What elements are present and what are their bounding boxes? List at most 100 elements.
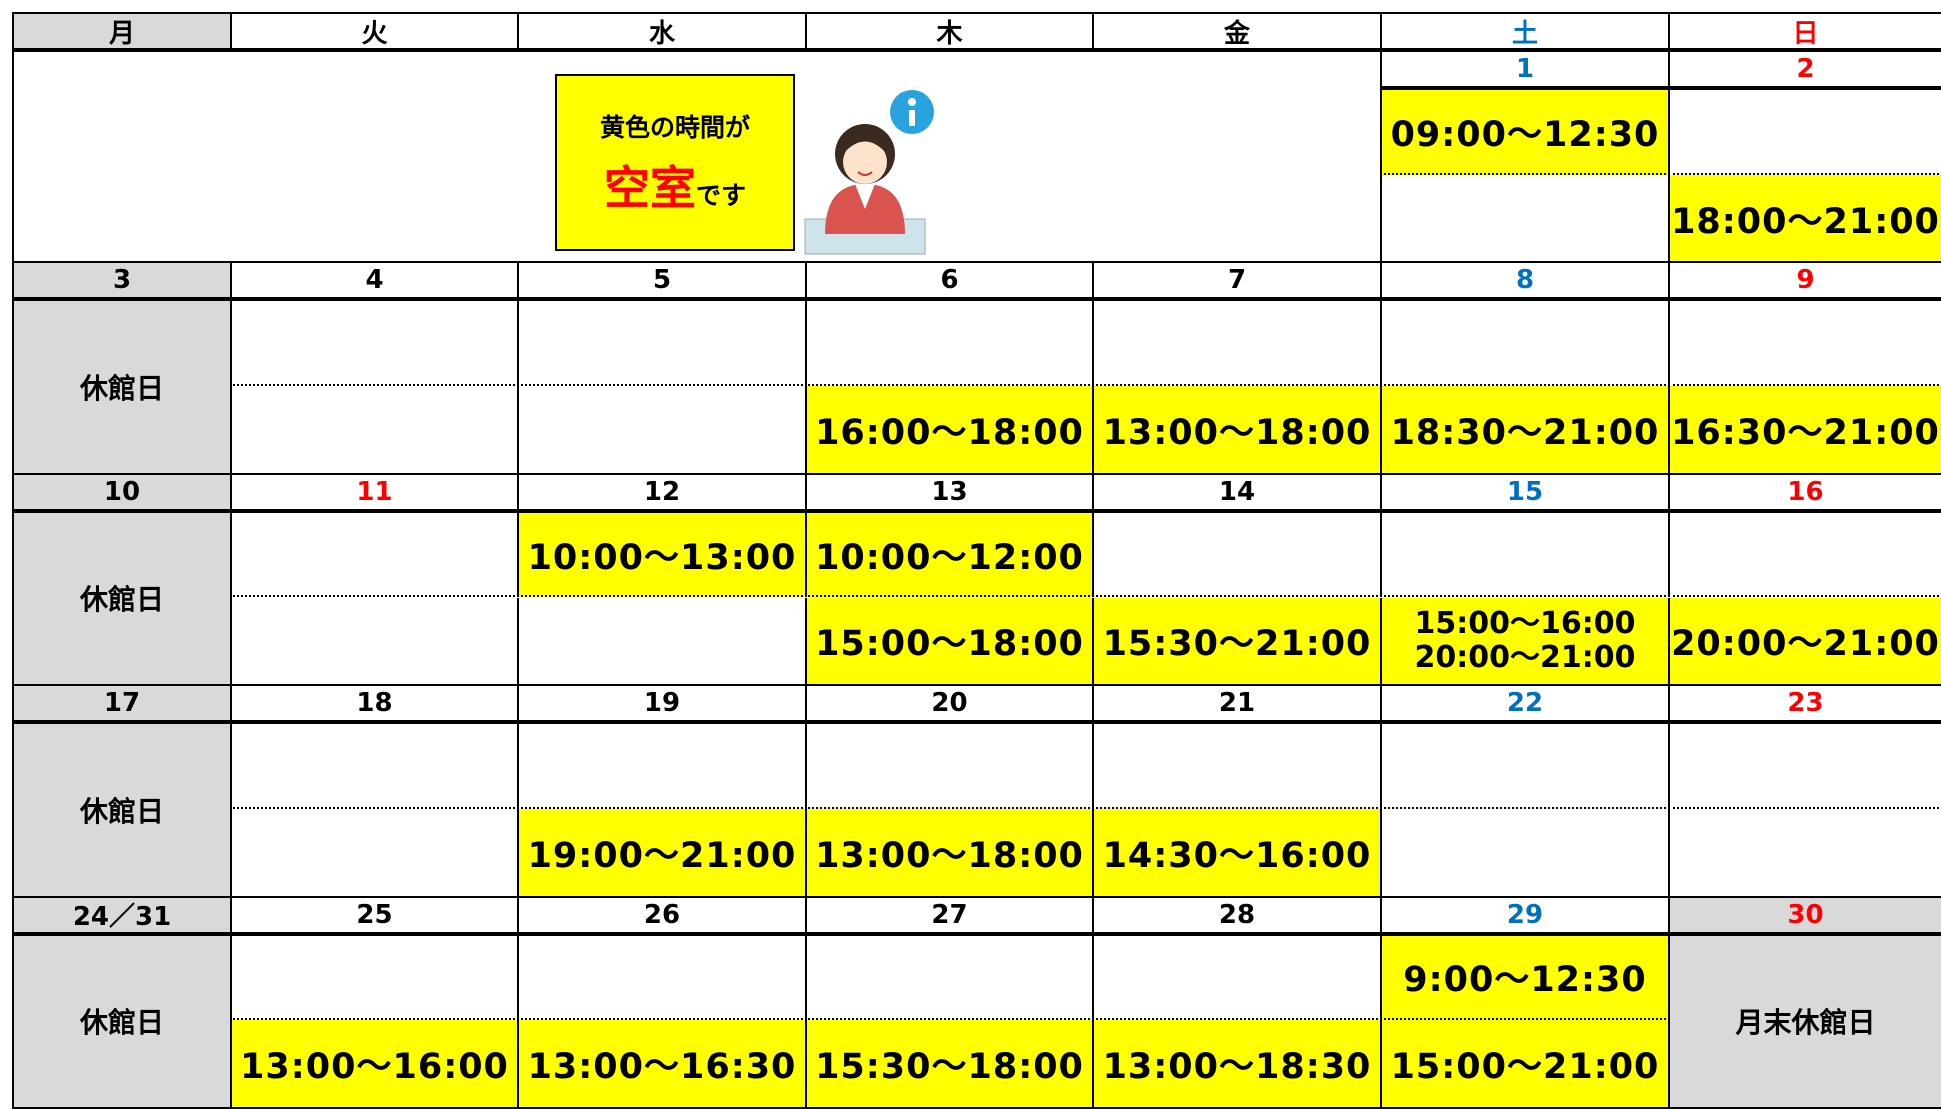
date: 10 [12,472,232,511]
date: 3 [12,261,232,300]
illustration [804,90,934,255]
time-slot: 15:00〜21:00 [1380,1020,1670,1109]
date: 23 [1668,684,1941,723]
time-slot [1092,299,1382,387]
time-line: 20:00〜21:00 [1414,639,1636,675]
date: 18 [230,684,519,723]
notice-suffix: です [695,180,746,210]
time-slot [230,597,519,687]
closed-cell: 月末休館日 [1668,933,1941,1109]
date: 15 [1380,472,1670,511]
date: 19 [517,684,807,723]
time-slot: 09:00〜12:30 [1380,88,1670,175]
time-slot [1380,174,1670,264]
weekday-header: 月 [12,12,232,50]
date: 21 [1092,684,1382,723]
date: 30 [1668,895,1941,934]
weekday-header: 日 [1668,12,1941,50]
date: 24／31 [12,895,232,934]
time-slot: 13:00〜18:00 [1092,386,1382,475]
notice: 黄色の時間が 空室です [555,74,795,251]
time-slot [1668,299,1941,387]
date: 13 [805,472,1094,511]
time-slot [1092,510,1382,598]
time-slot [230,386,519,475]
date: 27 [805,895,1094,934]
date: 1 [1380,50,1670,88]
date: 20 [805,684,1094,723]
date: 2 [1668,50,1941,88]
time-slot [805,299,1094,387]
time-slot [805,933,1094,1021]
time-slot [517,386,807,475]
weekday-header: 火 [230,12,519,50]
time-slot [230,510,519,598]
time-slot: 10:00〜13:00 [517,510,807,598]
weekday-header: 金 [1092,12,1382,50]
date: 9 [1668,261,1941,300]
time-slot [1380,808,1670,898]
time-slot: 13:00〜18:30 [1092,1020,1382,1109]
time-slot [1668,722,1941,809]
time-slot: 15:00〜16:00 20:00〜21:00 [1380,597,1670,687]
notice-line: 黄色の時間が [599,112,750,142]
time-slot [230,299,519,387]
date: 17 [12,684,232,723]
time-slot: 14:30〜16:00 [1092,808,1382,898]
time-slot: 15:30〜21:00 [1092,597,1382,687]
closed-cell: 休館日 [12,510,232,687]
date: 28 [1092,895,1382,934]
time-slot [517,933,807,1021]
time-slot [1092,933,1382,1021]
time-slot: 20:00〜21:00 [1668,597,1941,687]
time-slot: 10:00〜12:00 [805,510,1094,598]
time-slot [517,597,807,687]
time-slot [230,722,519,809]
time-slot [1380,299,1670,387]
time-slot: 13:00〜16:30 [517,1020,807,1109]
time-slot [1668,510,1941,598]
time-slot [230,933,519,1021]
time-slot [517,722,807,809]
time-slot: 13:00〜18:00 [805,808,1094,898]
time-slot: 15:00〜18:00 [805,597,1094,687]
date: 14 [1092,472,1382,511]
time-slot: 16:30〜21:00 [1668,386,1941,475]
date: 12 [517,472,807,511]
closed-cell: 休館日 [12,722,232,898]
time-slot: 18:00〜21:00 [1668,174,1941,264]
date: 22 [1380,684,1670,723]
time-line: 15:00〜16:00 [1414,605,1636,641]
date: 8 [1380,261,1670,300]
closed-cell: 休館日 [12,933,232,1109]
date: 26 [517,895,807,934]
closed-cell: 休館日 [12,299,232,475]
date: 11 [230,472,519,511]
date: 7 [1092,261,1382,300]
time-slot: 16:00〜18:00 [805,386,1094,475]
time-slot: 9:00〜12:30 [1380,933,1670,1021]
date: 25 [230,895,519,934]
date: 29 [1380,895,1670,934]
time-slot: 18:30〜21:00 [1380,386,1670,475]
time-slot [1380,510,1670,598]
time-slot [805,722,1094,809]
time-slot: 19:00〜21:00 [517,808,807,898]
time-slot [1380,722,1670,809]
time-slot [517,299,807,387]
notice-emphasis: 空室 [603,160,696,215]
time-slot [1092,722,1382,809]
weekday-header: 土 [1380,12,1670,50]
time-slot [1668,88,1941,175]
time-slot [1668,808,1941,898]
time-slot [230,808,519,898]
date: 16 [1668,472,1941,511]
weekday-header: 水 [517,12,807,50]
weekday-header: 木 [805,12,1094,50]
time-slot: 15:30〜18:00 [805,1020,1094,1109]
date: 6 [805,261,1094,300]
date: 4 [230,261,519,300]
time-slot: 13:00〜16:00 [230,1020,519,1109]
date: 5 [517,261,807,300]
